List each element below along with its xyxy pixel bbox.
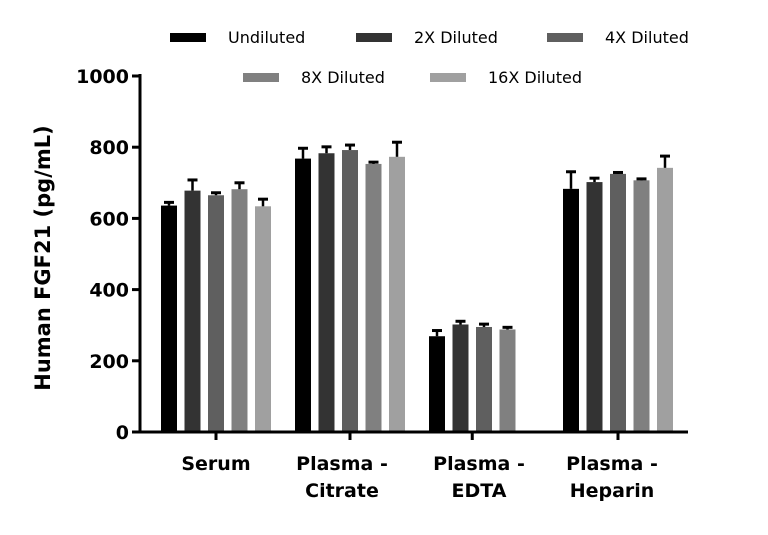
legend-item: 4X Diluted <box>547 28 689 47</box>
bar <box>318 153 335 432</box>
bars <box>161 140 673 433</box>
bar <box>610 173 626 432</box>
legend-swatch <box>243 73 279 82</box>
legend-swatch <box>356 33 392 42</box>
legend-item: 2X Diluted <box>356 28 498 47</box>
y-tick-label: 200 <box>89 351 129 373</box>
y-tick-label: 400 <box>89 280 129 302</box>
legend-item: 8X Diluted <box>243 68 385 87</box>
bar <box>295 158 311 433</box>
legend-label: Undiluted <box>228 28 305 47</box>
y-tick-label: 1000 <box>76 66 129 88</box>
bar <box>633 180 650 432</box>
bar <box>452 324 469 432</box>
y-axis: 0 200 400 600 800 1000 <box>76 66 142 444</box>
y-tick-label: 600 <box>89 208 129 230</box>
x-axis: Serum Plasma -Citrate Plasma -EDTA Plasma -… <box>139 430 688 502</box>
legend-swatch <box>430 73 466 82</box>
legend-swatch <box>170 33 206 42</box>
bar <box>342 150 358 432</box>
bar <box>657 167 673 432</box>
bar <box>255 206 271 432</box>
bar <box>429 336 445 432</box>
bar <box>365 163 382 432</box>
bar <box>231 189 248 432</box>
bar <box>389 156 405 432</box>
x-tick-label: Serum <box>181 453 250 475</box>
y-tick-label: 800 <box>89 137 129 159</box>
x-tick-label: Plasma -Heparin <box>566 453 658 502</box>
bar <box>208 195 224 432</box>
x-tick-label: Plasma -Citrate <box>296 453 388 502</box>
bar <box>184 190 201 432</box>
legend-item: 16X Diluted <box>430 68 582 87</box>
bar <box>563 188 579 432</box>
legend-label: 8X Diluted <box>301 68 385 87</box>
legend-label: 4X Diluted <box>605 28 689 47</box>
bar <box>161 205 177 432</box>
y-axis-label: Human FGF21 (pg/mL) <box>31 125 55 391</box>
legend-item: Undiluted <box>170 28 305 47</box>
x-tick-label: Plasma -EDTA <box>433 453 525 502</box>
legend-label: 16X Diluted <box>488 68 582 87</box>
legend-label: 2X Diluted <box>414 28 498 47</box>
bar <box>499 329 516 432</box>
y-tick-label: 0 <box>116 422 129 444</box>
bar <box>586 182 603 432</box>
legend: Undiluted 2X Diluted 4X Diluted 8X Diluted 1… <box>170 28 689 87</box>
bar <box>476 326 492 432</box>
legend-swatch <box>547 33 583 42</box>
